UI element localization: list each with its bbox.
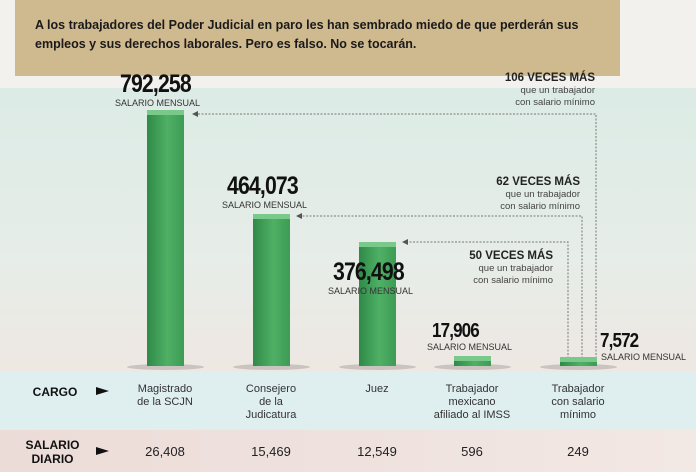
cargo-label: CARGO (32, 385, 78, 399)
arrow-50 (406, 241, 569, 362)
cargo-cell: Consejero de la Judicatura (245, 383, 297, 421)
value-sublabel: SALARIO MENSUAL (328, 286, 414, 296)
diario-cell: 249 (567, 444, 589, 459)
diario-cell: 12,549 (357, 444, 397, 459)
diario-cell: 596 (461, 444, 483, 459)
bar (559, 357, 597, 366)
banner-text: A los trabajadores del Poder Judicial en… (35, 18, 579, 51)
value-label: 17,906 (432, 320, 480, 342)
bar (252, 214, 290, 366)
cargo-cell: Trabajador con salario mínimo (551, 383, 605, 421)
cargo-cell: Trabajador mexicano afiliado al IMSS (433, 383, 511, 421)
bar-shadow (539, 364, 617, 370)
value-label: 7,572 (600, 330, 639, 352)
value-sublabel: SALARIO MENSUAL (115, 98, 201, 108)
diario-row (0, 430, 696, 472)
bar (453, 356, 491, 366)
annotation-62: 62 VECES MÁS que un trabajador con salario… (496, 176, 580, 212)
diario-cell: 15,469 (251, 444, 291, 459)
bar-shadow (338, 364, 416, 370)
value-label: 792,258 (120, 70, 192, 98)
diario-cell: 26,408 (145, 444, 185, 459)
value-label: 464,073 (227, 172, 299, 200)
bar (146, 110, 184, 366)
value-sublabel: SALARIO MENSUAL (601, 352, 687, 362)
value-sublabel: SALARIO MENSUAL (427, 342, 513, 352)
value-sublabel: SALARIO MENSUAL (222, 200, 308, 210)
arrow-right-icon (96, 387, 109, 395)
diario-label: SALARIO DIARIO (25, 438, 80, 466)
cargo-cell: Juez (365, 383, 389, 395)
bar-shadow (232, 364, 310, 370)
value-label: 376,498 (333, 258, 405, 286)
annotation-50: 50 VECES MÁS que un trabajador con salario… (469, 250, 553, 286)
bar-shadow (433, 364, 511, 370)
cargo-cell: Magistrado de la SCJN (137, 383, 193, 408)
arrow-106 (196, 113, 597, 362)
arrow-62 (300, 215, 583, 362)
cargo-row (0, 372, 696, 430)
bar-shadow (126, 364, 204, 370)
chart-area (0, 88, 696, 372)
bar (358, 242, 396, 366)
banner: A los trabajadores del Poder Judicial en… (15, 0, 620, 76)
arrow-right-icon (96, 447, 109, 455)
annotation-106: 106 VECES MÁS que un trabajador con salari… (504, 72, 595, 108)
